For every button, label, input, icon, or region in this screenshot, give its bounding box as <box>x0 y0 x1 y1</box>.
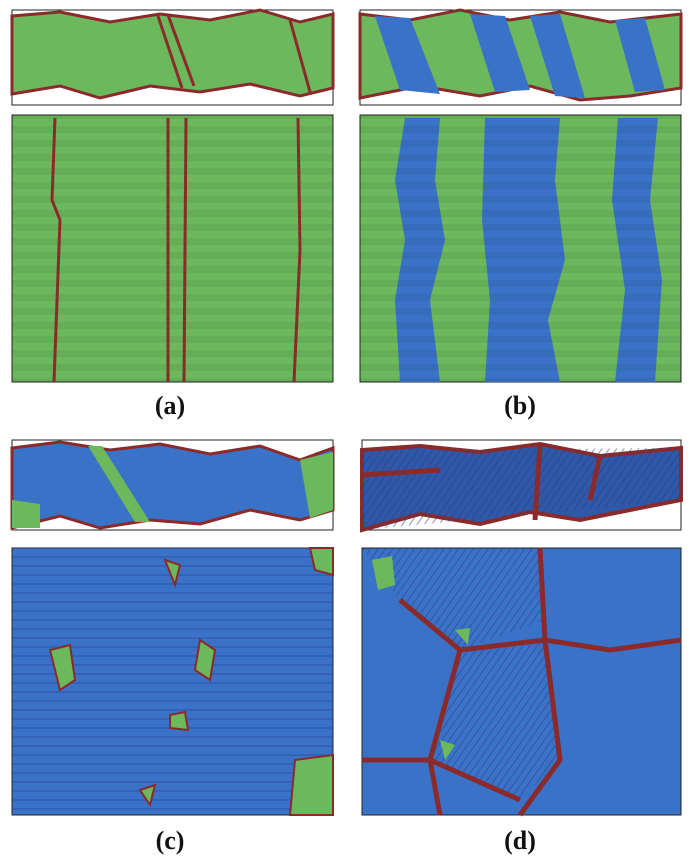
boundary <box>50 117 302 383</box>
panel-c: (c) <box>10 439 335 855</box>
boundary <box>361 443 603 521</box>
strip <box>10 440 335 530</box>
texture <box>360 115 681 382</box>
domain <box>372 556 470 760</box>
panel-label: (b) <box>504 391 536 420</box>
domain <box>375 14 665 98</box>
panel-b: (b) <box>358 8 683 420</box>
boundary <box>156 14 312 93</box>
panel-d: (d) <box>360 439 683 855</box>
strip <box>10 8 335 100</box>
texture <box>362 448 681 530</box>
strip <box>358 8 683 102</box>
texture <box>12 115 333 382</box>
texture <box>362 548 560 800</box>
panel-label: (a) <box>155 391 185 420</box>
panel-label: (d) <box>504 826 536 855</box>
boundary <box>362 547 682 817</box>
panel-a: (a) <box>10 8 335 420</box>
domain <box>48 547 334 816</box>
panel-label: (c) <box>156 826 185 855</box>
